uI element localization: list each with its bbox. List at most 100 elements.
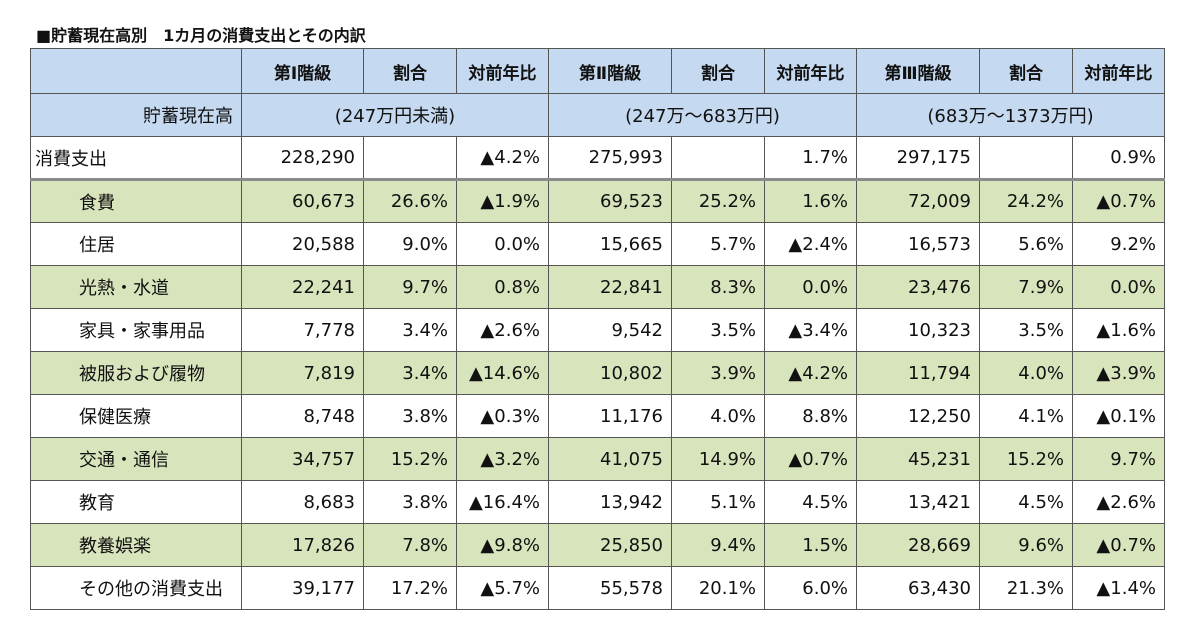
cell-yoy-1: 0.8%: [456, 265, 549, 309]
cell-yoy-1: ▲16.4%: [456, 480, 549, 524]
cell-amount-1: 8,748: [241, 394, 364, 438]
header-share-2: 割合: [671, 48, 765, 94]
cell-amount-2: 275,993: [548, 136, 672, 181]
cell-share-3: 4.1%: [979, 394, 1073, 438]
cell-amount-1: 228,290: [241, 136, 364, 181]
savings-row: 貯蓄現在高 (247万円未満) (247万～683万円) (683万～1373万…: [30, 93, 1165, 137]
table-row: 食費 60,673 26.6% ▲1.9% 69,523 25.2% 1.6% …: [30, 179, 1165, 223]
cell-amount-2: 10,802: [548, 351, 672, 395]
cell-share-1: 3.8%: [363, 394, 457, 438]
row-label: その他の消費支出: [30, 566, 242, 610]
cell-share-2: 25.2%: [671, 179, 765, 223]
savings-range-2: (247万～683万円): [548, 93, 857, 137]
cell-yoy-1: ▲9.8%: [456, 523, 549, 567]
cell-amount-3: 63,430: [856, 566, 980, 610]
cell-yoy-2: 1.5%: [764, 523, 857, 567]
table-row: 住居 20,588 9.0% 0.0% 15,665 5.7% ▲2.4% 16…: [30, 222, 1165, 266]
cell-yoy-2: ▲0.7%: [764, 437, 857, 481]
cell-yoy-3: ▲0.7%: [1072, 523, 1165, 567]
cell-amount-3: 23,476: [856, 265, 980, 309]
cell-yoy-2: ▲3.4%: [764, 308, 857, 352]
cell-yoy-2: 1.7%: [764, 136, 857, 181]
header-share-1: 割合: [363, 48, 457, 94]
cell-share-1: 17.2%: [363, 566, 457, 610]
cell-amount-2: 9,542: [548, 308, 672, 352]
row-label: 食費: [30, 179, 242, 223]
cell-yoy-2: 4.5%: [764, 480, 857, 524]
cell-yoy-3: 0.0%: [1072, 265, 1165, 309]
cell-share-3: 5.6%: [979, 222, 1073, 266]
cell-share-1: 9.0%: [363, 222, 457, 266]
cell-yoy-1: ▲1.9%: [456, 179, 549, 223]
cell-share-2: 3.9%: [671, 351, 765, 395]
cell-amount-3: 11,794: [856, 351, 980, 395]
corner-cell: [30, 48, 242, 94]
cell-amount-1: 34,757: [241, 437, 364, 481]
header-class-1: 第Ⅰ階級: [241, 48, 364, 94]
cell-amount-1: 39,177: [241, 566, 364, 610]
cell-share-2: 8.3%: [671, 265, 765, 309]
cell-yoy-3: ▲3.9%: [1072, 351, 1165, 395]
cell-amount-3: 13,421: [856, 480, 980, 524]
cell-share-3: 21.3%: [979, 566, 1073, 610]
header-share-3: 割合: [979, 48, 1073, 94]
row-label: 教育: [30, 480, 242, 524]
cell-share-1: 3.8%: [363, 480, 457, 524]
savings-range-3: (683万～1373万円): [856, 93, 1165, 137]
cell-amount-3: 28,669: [856, 523, 980, 567]
row-label: 消費支出: [30, 136, 242, 181]
cell-amount-2: 15,665: [548, 222, 672, 266]
cell-yoy-1: ▲2.6%: [456, 308, 549, 352]
cell-amount-1: 60,673: [241, 179, 364, 223]
cell-share-1: 26.6%: [363, 179, 457, 223]
header-class-3: 第Ⅲ階級: [856, 48, 980, 94]
row-label: 住居: [30, 222, 242, 266]
row-label: 教養娯楽: [30, 523, 242, 567]
cell-share-2: 3.5%: [671, 308, 765, 352]
row-label: 家具・家事用品: [30, 308, 242, 352]
cell-share-1: 7.8%: [363, 523, 457, 567]
cell-share-3: 15.2%: [979, 437, 1073, 481]
header-yoy-3: 対前年比: [1072, 48, 1165, 94]
cell-yoy-3: ▲2.6%: [1072, 480, 1165, 524]
header-yoy-1: 対前年比: [456, 48, 549, 94]
cell-share-2: 9.4%: [671, 523, 765, 567]
table-row: 被服および履物 7,819 3.4% ▲14.6% 10,802 3.9% ▲4…: [30, 351, 1165, 395]
table-row: その他の消費支出 39,177 17.2% ▲5.7% 55,578 20.1%…: [30, 566, 1165, 610]
cell-share-2: 4.0%: [671, 394, 765, 438]
cell-share-1: [363, 136, 457, 181]
cell-yoy-3: ▲1.4%: [1072, 566, 1165, 610]
cell-amount-3: 72,009: [856, 179, 980, 223]
cell-share-2: 20.1%: [671, 566, 765, 610]
table-title: ■貯蓄現在高別 1カ月の消費支出とその内訳: [36, 26, 366, 45]
cell-share-2: 5.7%: [671, 222, 765, 266]
cell-yoy-2: ▲2.4%: [764, 222, 857, 266]
savings-label: 貯蓄現在高: [30, 93, 242, 137]
row-label: 交通・通信: [30, 437, 242, 481]
cell-amount-2: 13,942: [548, 480, 672, 524]
cell-amount-2: 11,176: [548, 394, 672, 438]
row-label: 保健医療: [30, 394, 242, 438]
cell-yoy-1: ▲0.3%: [456, 394, 549, 438]
cell-amount-2: 41,075: [548, 437, 672, 481]
header-row: 第Ⅰ階級 割合 対前年比 第Ⅱ階級 割合 対前年比 第Ⅲ階級 割合 対前年比: [30, 48, 1165, 94]
cell-share-1: 9.7%: [363, 265, 457, 309]
cell-share-1: 15.2%: [363, 437, 457, 481]
cell-amount-2: 22,841: [548, 265, 672, 309]
cell-share-3: 7.9%: [979, 265, 1073, 309]
cell-yoy-1: ▲4.2%: [456, 136, 549, 181]
cell-share-1: 3.4%: [363, 308, 457, 352]
cell-amount-3: 16,573: [856, 222, 980, 266]
header-yoy-2: 対前年比: [764, 48, 857, 94]
cell-amount-1: 20,588: [241, 222, 364, 266]
cell-amount-2: 69,523: [548, 179, 672, 223]
spending-table: 第Ⅰ階級 割合 対前年比 第Ⅱ階級 割合 対前年比 第Ⅲ階級 割合 対前年比 貯…: [30, 48, 1165, 610]
cell-share-2: 5.1%: [671, 480, 765, 524]
cell-yoy-1: ▲14.6%: [456, 351, 549, 395]
cell-amount-1: 7,819: [241, 351, 364, 395]
cell-share-3: 4.5%: [979, 480, 1073, 524]
cell-share-3: 9.6%: [979, 523, 1073, 567]
cell-share-3: 4.0%: [979, 351, 1073, 395]
table-row: 家具・家事用品 7,778 3.4% ▲2.6% 9,542 3.5% ▲3.4…: [30, 308, 1165, 352]
cell-yoy-1: ▲3.2%: [456, 437, 549, 481]
